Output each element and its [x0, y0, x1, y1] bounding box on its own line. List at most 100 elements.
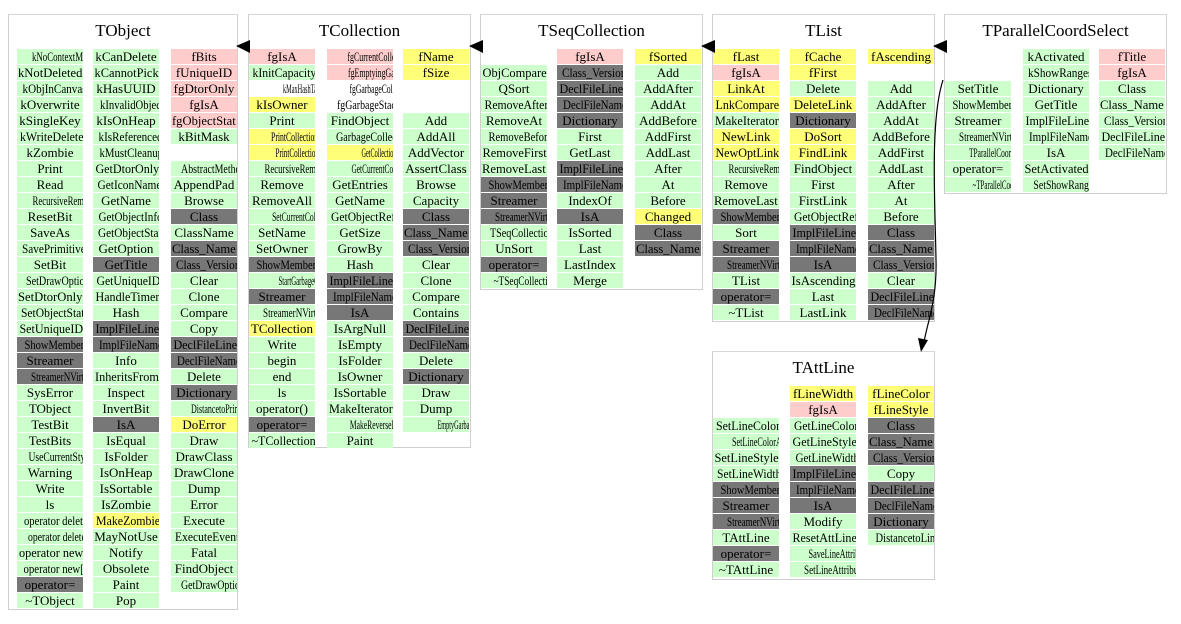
class-member[interactable]: FindObject: [790, 161, 856, 176]
class-member[interactable]: IsFolder: [93, 449, 159, 464]
class-member[interactable]: Copy: [868, 466, 934, 481]
class-member[interactable]: fgGarbageStack: [327, 97, 393, 112]
class-member[interactable]: ~TList: [713, 305, 779, 320]
class-member[interactable]: Draw: [171, 433, 237, 448]
class-member[interactable]: Compare: [171, 305, 237, 320]
class-member[interactable]: GetObjectInfo: [93, 209, 159, 224]
class-member[interactable]: kInitCapacity: [249, 65, 315, 80]
class-member[interactable]: AddVector: [403, 145, 469, 160]
class-member[interactable]: GetName: [93, 193, 159, 208]
class-member[interactable]: kOverwrite: [17, 97, 83, 112]
class-member[interactable]: fLineWidth: [790, 386, 856, 401]
class-member[interactable]: Clear: [868, 273, 934, 288]
class-member[interactable]: fgIsA: [171, 97, 237, 112]
class-member[interactable]: DrawClass: [171, 449, 237, 464]
class-member[interactable]: RemoveFirst: [481, 145, 547, 160]
class-member[interactable]: After: [635, 161, 701, 176]
class-member[interactable]: Print: [17, 161, 83, 176]
class-member[interactable]: Clear: [171, 273, 237, 288]
class-member[interactable]: fLineStyle: [868, 402, 934, 417]
class-member[interactable]: Streamer: [481, 193, 547, 208]
class-member[interactable]: Merge: [557, 273, 623, 288]
class-member[interactable]: kIsOnHeap: [93, 113, 159, 128]
class-member[interactable]: fgIsA: [790, 402, 856, 417]
class-member[interactable]: Dictionary: [557, 113, 623, 128]
class-member[interactable]: IsSorted: [557, 225, 623, 240]
class-member[interactable]: kMustCleanup: [93, 145, 159, 160]
class-member[interactable]: Remove: [713, 177, 779, 192]
class-member[interactable]: ImplFileLine: [790, 225, 856, 240]
class-member[interactable]: Sort: [713, 225, 779, 240]
class-member[interactable]: GetLast: [557, 145, 623, 160]
class-member[interactable]: HandleTimer: [93, 289, 159, 304]
class-member[interactable]: operator=: [481, 257, 547, 272]
class-member[interactable]: kIsReferenced: [93, 129, 159, 144]
class-member[interactable]: kZombie: [17, 145, 83, 160]
class-member[interactable]: TList: [713, 273, 779, 288]
class-member[interactable]: DeclFileName: [171, 353, 237, 368]
class-member[interactable]: SetBit: [17, 257, 83, 272]
class-member[interactable]: Dictionary: [790, 113, 856, 128]
class-member[interactable]: DeclFileLine: [171, 337, 237, 352]
class-member[interactable]: GetEntries: [327, 177, 393, 192]
class-member[interactable]: SetName: [249, 225, 315, 240]
class-member[interactable]: Class: [1099, 81, 1165, 96]
class-member[interactable]: Add: [868, 81, 934, 96]
class-member[interactable]: FindLink: [790, 145, 856, 160]
class-member[interactable]: TestBit: [17, 417, 83, 432]
class-box-tparallelcoordselect[interactable]: TParallelCoordSelect SetTitle ShowMembers S…: [944, 14, 1167, 194]
class-member[interactable]: DeclFileName: [403, 337, 469, 352]
class-member[interactable]: Browse: [403, 177, 469, 192]
class-member[interactable]: LinkAt: [713, 81, 779, 96]
class-member[interactable]: operator=: [249, 417, 315, 432]
class-member[interactable]: SysError: [17, 385, 83, 400]
class-member[interactable]: StartGarbageCollection: [249, 273, 315, 288]
class-member[interactable]: Class_Version: [171, 257, 237, 272]
class-member[interactable]: IsOwner: [327, 369, 393, 384]
class-member[interactable]: AddAt: [868, 113, 934, 128]
class-member[interactable]: AddAfter: [635, 81, 701, 96]
class-member[interactable]: Read: [17, 177, 83, 192]
class-member[interactable]: SetOwner: [249, 241, 315, 256]
class-member[interactable]: Delete: [403, 353, 469, 368]
class-member[interactable]: ExecuteEvent: [171, 529, 237, 544]
class-member[interactable]: GetObjectStat: [93, 225, 159, 240]
class-member[interactable]: RecursiveRemove: [713, 161, 779, 176]
class-member[interactable]: FirstLink: [790, 193, 856, 208]
class-member[interactable]: Paint: [327, 433, 393, 448]
class-member[interactable]: DeclFileName: [868, 498, 934, 513]
class-member[interactable]: Error: [171, 497, 237, 512]
class-member[interactable]: GetName: [327, 193, 393, 208]
class-member[interactable]: Dictionary: [171, 385, 237, 400]
class-member[interactable]: DoSort: [790, 129, 856, 144]
class-member[interactable]: fSorted: [635, 49, 701, 64]
class-member[interactable]: GetDrawOption: [171, 577, 237, 592]
class-member[interactable]: SetObjectStat: [17, 305, 83, 320]
class-member[interactable]: ImplFileName: [327, 289, 393, 304]
class-box-tcollection[interactable]: TCollection fgIsAkInitCapacitykMaxHashTab…: [248, 14, 471, 448]
class-member[interactable]: kObjInCanvas: [17, 81, 83, 96]
class-member[interactable]: TObject: [17, 401, 83, 416]
class-member[interactable]: kHasUUID: [93, 81, 159, 96]
class-member[interactable]: Clone: [403, 273, 469, 288]
class-member[interactable]: TestBits: [17, 433, 83, 448]
class-member[interactable]: RemoveLast: [713, 193, 779, 208]
class-member[interactable]: fgCurrentCollection: [327, 49, 393, 64]
class-member[interactable]: Paint: [93, 577, 159, 592]
class-member[interactable]: ImplFileLine: [557, 161, 623, 176]
class-member[interactable]: ImplFileLine: [1023, 113, 1089, 128]
class-member[interactable]: Class_Version: [557, 65, 623, 80]
class-member[interactable]: fUniqueID: [171, 65, 237, 80]
class-member[interactable]: fName: [403, 49, 469, 64]
class-member[interactable]: SetUniqueID: [17, 321, 83, 336]
class-member[interactable]: Dump: [403, 401, 469, 416]
class-member[interactable]: SavePrimitive: [17, 241, 83, 256]
class-member[interactable]: Browse: [171, 193, 237, 208]
class-member[interactable]: GetTitle: [1023, 97, 1089, 112]
class-member[interactable]: MakeIterator: [327, 401, 393, 416]
class-member[interactable]: MayNotUse: [93, 529, 159, 544]
class-member[interactable]: GrowBy: [327, 241, 393, 256]
class-box-tobject[interactable]: TObject kNoContextMenukNotDeletedkObjInCa…: [8, 14, 238, 610]
class-member[interactable]: Copy: [171, 321, 237, 336]
class-member[interactable]: GetTitle: [93, 257, 159, 272]
